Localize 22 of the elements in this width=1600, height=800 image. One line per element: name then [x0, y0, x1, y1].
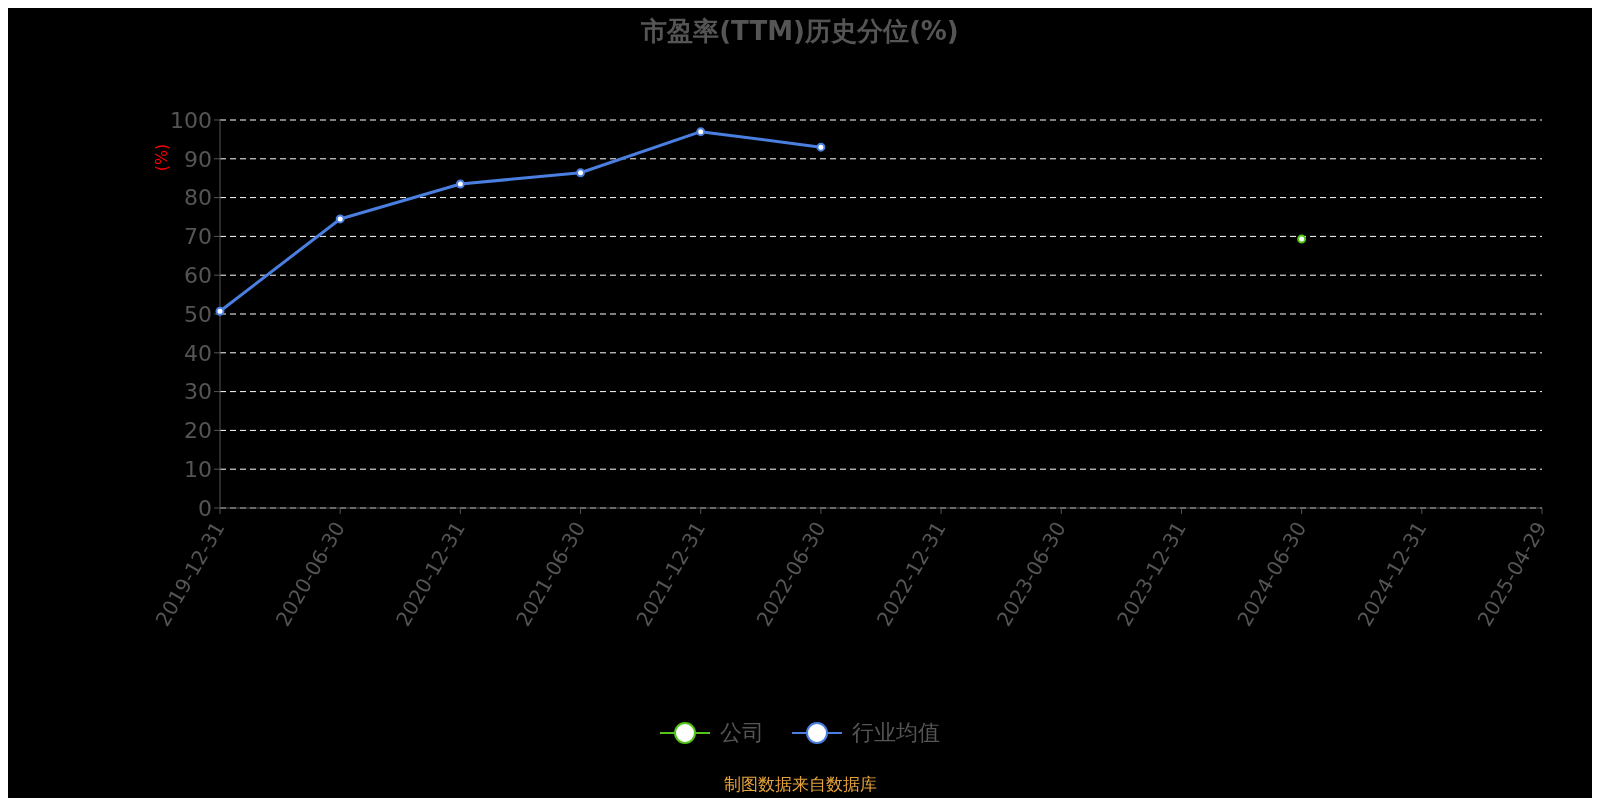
- y-tick-label: 70: [184, 224, 212, 250]
- y-tick-label: 60: [184, 263, 212, 289]
- point: [335, 214, 345, 224]
- point: [816, 142, 826, 152]
- y-tick-label: 30: [184, 379, 212, 405]
- point: [455, 179, 465, 189]
- y-axis-title: (%): [152, 143, 172, 172]
- point: [576, 168, 586, 178]
- y-tick-label: 20: [184, 418, 212, 444]
- y-tick-label: 90: [184, 146, 212, 172]
- y-tick-label: 10: [184, 457, 212, 483]
- legend-label: 公司: [720, 719, 764, 747]
- y-tick-label: 0: [198, 495, 212, 521]
- y-tick-label: 50: [184, 301, 212, 327]
- chart-title: 市盈率(TTM)历史分位(%): [640, 15, 960, 48]
- y-tick-label: 100: [170, 107, 212, 133]
- y-tick-label: 80: [184, 185, 212, 211]
- point: [696, 127, 706, 137]
- text: 制图数据来自数据库: [722, 773, 878, 796]
- point: [215, 306, 225, 316]
- y-tick-label: 40: [184, 340, 212, 366]
- legend-label: 行业均值: [852, 719, 940, 747]
